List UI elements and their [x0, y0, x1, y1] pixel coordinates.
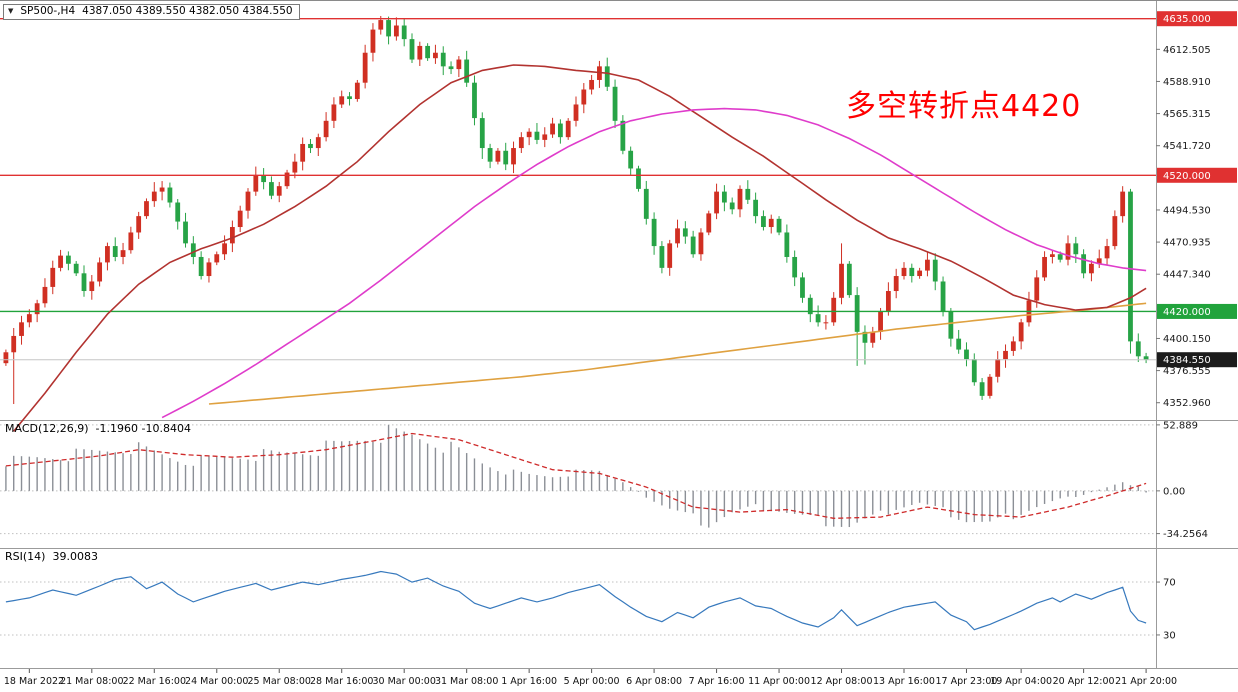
svg-text:28 Mar 16:00: 28 Mar 16:00 [310, 676, 373, 687]
svg-text:70: 70 [1163, 578, 1176, 589]
rsi-value: 39.0083 [52, 550, 98, 563]
svg-text:4612.505: 4612.505 [1163, 45, 1211, 56]
macd-indicator-title: MACD(12,26,9) -1.1960 -10.8404 [5, 423, 191, 435]
svg-text:4384.550: 4384.550 [1163, 355, 1211, 366]
macd-histogram [5, 425, 1147, 528]
price-badge [1157, 352, 1237, 368]
svg-text:30: 30 [1163, 630, 1176, 641]
svg-text:24 Mar 00:00: 24 Mar 00:00 [185, 676, 248, 687]
svg-text:4400.150: 4400.150 [1163, 334, 1211, 345]
svg-text:12 Apr 08:00: 12 Apr 08:00 [811, 676, 873, 687]
svg-text:4352.960: 4352.960 [1163, 398, 1211, 409]
price-badge [1157, 303, 1237, 319]
svg-text:5 Apr 00:00: 5 Apr 00:00 [564, 676, 620, 687]
rsi-indicator-title: RSI(14) 39.0083 [5, 551, 98, 563]
symbol-dropdown-icon[interactable]: ▼ [8, 7, 14, 15]
panel-frame [0, 1, 1238, 669]
svg-text:31 Mar 08:00: 31 Mar 08:00 [435, 676, 498, 687]
symbol-ohlc-values: 4387.050 4389.550 4382.050 4384.550 [82, 5, 293, 17]
price-badge [1157, 167, 1237, 183]
svg-text:21 Mar 08:00: 21 Mar 08:00 [60, 676, 123, 687]
svg-text:4635.000: 4635.000 [1163, 14, 1211, 25]
svg-text:4565.315: 4565.315 [1163, 109, 1211, 120]
ma-slow-orange [208, 302, 1147, 405]
svg-text:6 Apr 08:00: 6 Apr 08:00 [626, 676, 682, 687]
price-axis[interactable]: 4612.505 4588.910 4565.315 4541.720 4494.530… [1156, 11, 1237, 409]
svg-text:11 Apr 00:00: 11 Apr 00:00 [748, 676, 810, 687]
svg-text:4470.935: 4470.935 [1163, 238, 1211, 249]
svg-text:4520.000: 4520.000 [1163, 171, 1211, 182]
svg-text:1 Apr 16:00: 1 Apr 16:00 [501, 676, 557, 687]
rsi-label: RSI(14) [5, 550, 46, 563]
svg-text:4447.340: 4447.340 [1163, 270, 1211, 281]
svg-text:20 Apr 12:00: 20 Apr 12:00 [1053, 676, 1115, 687]
ma-fast-red [13, 64, 1147, 432]
macd-panel[interactable]: 52.889 0.00 -34.2564 [0, 420, 1208, 540]
svg-text:4376.555: 4376.555 [1163, 366, 1211, 377]
svg-text:-34.2564: -34.2564 [1163, 529, 1208, 540]
symbol-info-box[interactable]: ▼ SP500-,H4 4387.050 4389.550 4382.050 4… [3, 4, 300, 20]
svg-text:17 Apr 23:00: 17 Apr 23:00 [935, 676, 997, 687]
price-badge [1157, 11, 1237, 27]
candles [3, 15, 1149, 405]
rsi-line [5, 570, 1147, 631]
symbol-name: SP500-,H4 [20, 5, 76, 17]
svg-text:21 Apr 20:00: 21 Apr 20:00 [1115, 676, 1177, 687]
rsi-panel[interactable]: 70 30 [0, 570, 1176, 642]
macd-values: -1.1960 -10.8404 [95, 422, 191, 435]
svg-text:13 Apr 16:00: 13 Apr 16:00 [873, 676, 935, 687]
ma-mid-magenta [161, 107, 1147, 419]
svg-text:4588.910: 4588.910 [1163, 77, 1211, 88]
svg-text:22 Mar 16:00: 22 Mar 16:00 [123, 676, 186, 687]
svg-text:0.00: 0.00 [1163, 486, 1185, 497]
svg-text:30 Mar 00:00: 30 Mar 00:00 [372, 676, 435, 687]
svg-text:7 Apr 16:00: 7 Apr 16:00 [689, 676, 745, 687]
macd-label: MACD(12,26,9) [5, 422, 89, 435]
svg-text:4541.720: 4541.720 [1163, 141, 1211, 152]
svg-text:52.889: 52.889 [1163, 420, 1198, 431]
svg-text:4420.000: 4420.000 [1163, 307, 1211, 318]
svg-text:25 Mar 08:00: 25 Mar 08:00 [248, 676, 311, 687]
svg-text:19 Apr 04:00: 19 Apr 04:00 [990, 676, 1052, 687]
macd-signal-line [5, 432, 1147, 519]
annotation-text: 多空转折点4420 [846, 89, 1082, 124]
horizontal-lines [0, 18, 1156, 361]
svg-text:18 Mar 2022: 18 Mar 2022 [4, 676, 64, 687]
svg-text:4494.530: 4494.530 [1163, 205, 1211, 216]
